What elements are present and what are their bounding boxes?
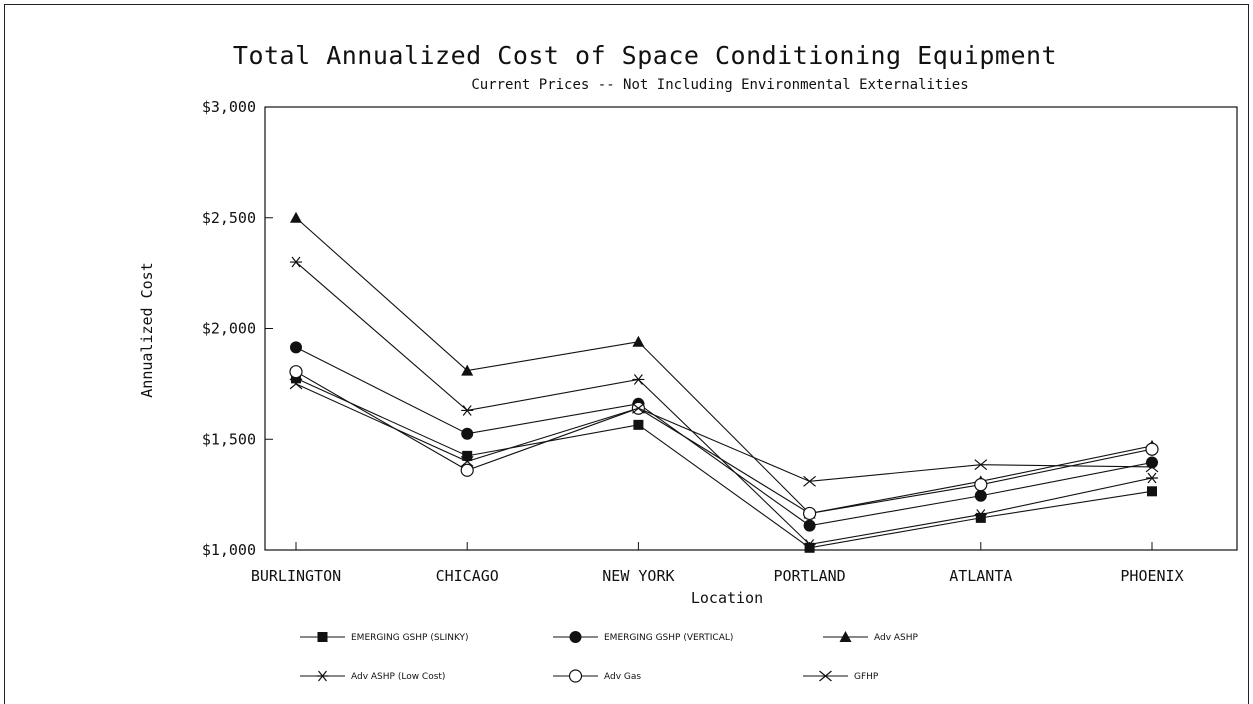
- chart-frame: [4, 4, 1249, 704]
- legend-item: GFHP: [803, 670, 879, 682]
- data-point: [462, 450, 473, 461]
- series-line: [295, 261, 1153, 546]
- data-point: [803, 475, 816, 487]
- data-point: [632, 374, 645, 385]
- data-point: [804, 542, 815, 553]
- data-point: [290, 256, 302, 268]
- legend-marker: [316, 670, 329, 682]
- x-axis: BURLINGTON CHICAGO NEW YORK PORTLAND ATLANTA…: [251, 542, 1184, 585]
- legend-marker: [569, 631, 582, 643]
- series-square: [291, 373, 1157, 553]
- series-triangle: [290, 211, 1158, 519]
- data-point: [460, 455, 474, 467]
- y-tick-label: $2,500: [202, 209, 256, 227]
- data-point: [1146, 456, 1158, 469]
- y-axis-title: Annualized Cost: [138, 262, 156, 397]
- y-tick-label: $3,000: [202, 98, 256, 116]
- series-x: [289, 378, 1159, 487]
- legend-label: Adv ASHP: [874, 633, 919, 643]
- y-tick-label: $1,000: [202, 541, 256, 559]
- legend-marker: [839, 631, 852, 642]
- x-tick-label: CHICAGO: [436, 567, 499, 585]
- legend-item: EMERGING GSHP (SLINKY): [300, 632, 469, 643]
- data-point: [290, 341, 302, 354]
- y-tick-label: $2,000: [202, 320, 256, 338]
- series-line: [295, 383, 1153, 482]
- data-point: [1145, 442, 1159, 456]
- data-point: [633, 419, 644, 430]
- data-point: [803, 519, 816, 532]
- series-line: [295, 371, 1153, 515]
- data-point: [1145, 461, 1159, 473]
- data-point: [460, 463, 474, 477]
- y-axis: $1,000 $1,500 $2,000 $2,500 $3,000: [202, 98, 273, 559]
- y-tick-label: $1,500: [202, 430, 256, 448]
- data-point: [802, 506, 817, 521]
- legend-item: Adv ASHP (Low Cost): [300, 670, 445, 682]
- data-point: [289, 365, 303, 379]
- legend-label: GFHP: [854, 672, 879, 682]
- legend-label: EMERGING GSHP (SLINKY): [351, 633, 469, 643]
- data-point: [974, 478, 988, 492]
- x-tick-label: ATLANTA: [949, 567, 1012, 585]
- legend-marker: [819, 670, 832, 682]
- chart-subtitle: Current Prices -- Not Including Environm…: [471, 77, 968, 93]
- data-point: [461, 405, 474, 416]
- legend-label: Adv ASHP (Low Cost): [351, 672, 445, 682]
- data-point: [974, 509, 987, 520]
- chart-title: Total Annualized Cost of Space Condition…: [233, 41, 1057, 70]
- data-point: [1147, 486, 1157, 497]
- data-point: [803, 539, 816, 550]
- data-point: [632, 335, 645, 347]
- series-layer: [289, 211, 1159, 553]
- x-axis-title: Location: [691, 589, 763, 607]
- data-point: [289, 378, 303, 390]
- data-point: [291, 373, 301, 384]
- legend-item: Adv Gas: [553, 669, 641, 683]
- data-point: [975, 512, 986, 523]
- x-tick-label: NEW YORK: [602, 567, 674, 585]
- legend-label: Adv Gas: [604, 672, 641, 682]
- legend-item: EMERGING GSHP (VERTICAL): [553, 631, 733, 643]
- legend: EMERGING GSHP (SLINKY) EMERGING GSHP (VER…: [300, 631, 919, 683]
- x-tick-label: PHOENIX: [1120, 567, 1183, 585]
- data-point: [632, 402, 645, 414]
- data-point: [1146, 472, 1158, 484]
- x-tick-label: PORTLAND: [773, 567, 845, 585]
- series-asterisk: [290, 256, 1158, 550]
- series-line: [295, 217, 1153, 515]
- data-point: [461, 427, 474, 440]
- series-open-circle: [289, 365, 1159, 521]
- data-point: [974, 459, 988, 471]
- series-circle: [290, 341, 1158, 532]
- legend-item: Adv ASHP: [823, 631, 919, 643]
- legend-label: EMERGING GSHP (VERTICAL): [604, 633, 733, 643]
- data-point: [461, 364, 474, 376]
- data-point: [974, 489, 987, 502]
- legend-marker: [317, 632, 328, 642]
- series-line: [295, 346, 1153, 527]
- legend-marker: [568, 669, 583, 683]
- data-point: [290, 211, 302, 223]
- series-line: [295, 377, 1153, 549]
- x-tick-label: BURLINGTON: [251, 567, 341, 585]
